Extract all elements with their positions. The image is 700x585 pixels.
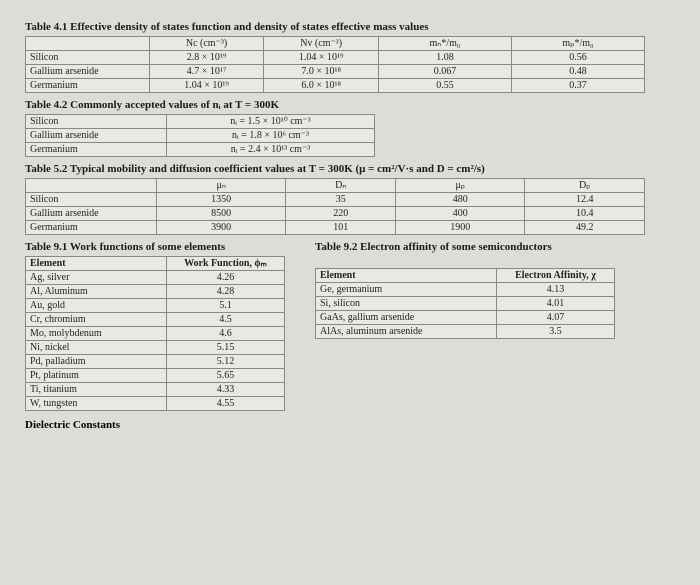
footer-title: Dielectric Constants bbox=[25, 419, 675, 431]
table41: Nc (cm⁻³) Nv (cm⁻³) mₙ*/m₀ mₚ*/m₀ Silico… bbox=[25, 36, 645, 93]
table-row: Ge, germanium4.13 bbox=[316, 283, 615, 297]
table-row: Ti, titanium4.33 bbox=[26, 383, 285, 397]
table91: ElementWork Function, ϕₘ Ag, silver4.26 … bbox=[25, 256, 285, 411]
table-row: Silicon2.8 × 10¹⁹1.04 × 10¹⁹1.080.56 bbox=[26, 51, 645, 65]
table-row: Germanium1.04 × 10¹⁹6.0 × 10¹⁸0.550.37 bbox=[26, 79, 645, 93]
table-row: Germanium3900101190049.2 bbox=[26, 221, 645, 235]
table-row: Silicon13503548012.4 bbox=[26, 193, 645, 207]
page: Table 4.1 Effective density of states fu… bbox=[0, 0, 700, 585]
table-row: Ag, silver4.26 bbox=[26, 271, 285, 285]
table-row: Germaniumnᵢ = 2.4 × 10¹³ cm⁻³ bbox=[26, 143, 375, 157]
table-row: W, tungsten4.55 bbox=[26, 397, 285, 411]
table42: Siliconnᵢ = 1.5 × 10¹⁰ cm⁻³ Gallium arse… bbox=[25, 114, 375, 157]
table-row: Gallium arsenide4.7 × 10¹⁷7.0 × 10¹⁸0.06… bbox=[26, 65, 645, 79]
table-row: Al, Aluminum4.28 bbox=[26, 285, 285, 299]
table-row: Au, gold5.1 bbox=[26, 299, 285, 313]
table-header-row: μₙ Dₙ μₚ Dₚ bbox=[26, 179, 645, 193]
h: mₚ*/m₀ bbox=[511, 37, 644, 51]
table-row: Gallium arsenidenᵢ = 1.8 × 10⁶ cm⁻³ bbox=[26, 129, 375, 143]
table-row: Mo, molybdenum4.6 bbox=[26, 327, 285, 341]
h: Nv (cm⁻³) bbox=[264, 37, 379, 51]
table92-title: Table 9.2 Electron affinity of some semi… bbox=[315, 241, 615, 253]
table-row: GaAs, gallium arsenide4.07 bbox=[316, 311, 615, 325]
table-row: Si, silicon4.01 bbox=[316, 297, 615, 311]
table-header-row: ElementElectron Affinity, χ bbox=[316, 269, 615, 283]
table92: ElementElectron Affinity, χ Ge, germaniu… bbox=[315, 268, 615, 339]
table52-title: Table 5.2 Typical mobility and diffusion… bbox=[25, 163, 675, 175]
table-row: Gallium arsenide850022040010.4 bbox=[26, 207, 645, 221]
table-row: Pt, platinum5.65 bbox=[26, 369, 285, 383]
h bbox=[26, 37, 150, 51]
table42-title: Table 4.2 Commonly accepted values of nᵢ… bbox=[25, 99, 675, 111]
table-row: Cr, chromium4.5 bbox=[26, 313, 285, 327]
h: Nc (cm⁻³) bbox=[149, 37, 264, 51]
h: mₙ*/m₀ bbox=[378, 37, 511, 51]
table-header-row: ElementWork Function, ϕₘ bbox=[26, 257, 285, 271]
table-row: Siliconnᵢ = 1.5 × 10¹⁰ cm⁻³ bbox=[26, 115, 375, 129]
table-row: AlAs, aluminum arsenide3.5 bbox=[316, 325, 615, 339]
table91-title: Table 9.1 Work functions of some element… bbox=[25, 241, 285, 253]
table52: μₙ Dₙ μₚ Dₚ Silicon13503548012.4 Gallium… bbox=[25, 178, 645, 235]
table-row: Ni, nickel5.15 bbox=[26, 341, 285, 355]
table41-title: Table 4.1 Effective density of states fu… bbox=[25, 21, 675, 33]
table-header-row: Nc (cm⁻³) Nv (cm⁻³) mₙ*/m₀ mₚ*/m₀ bbox=[26, 37, 645, 51]
table-row: Pd, palladium5.12 bbox=[26, 355, 285, 369]
